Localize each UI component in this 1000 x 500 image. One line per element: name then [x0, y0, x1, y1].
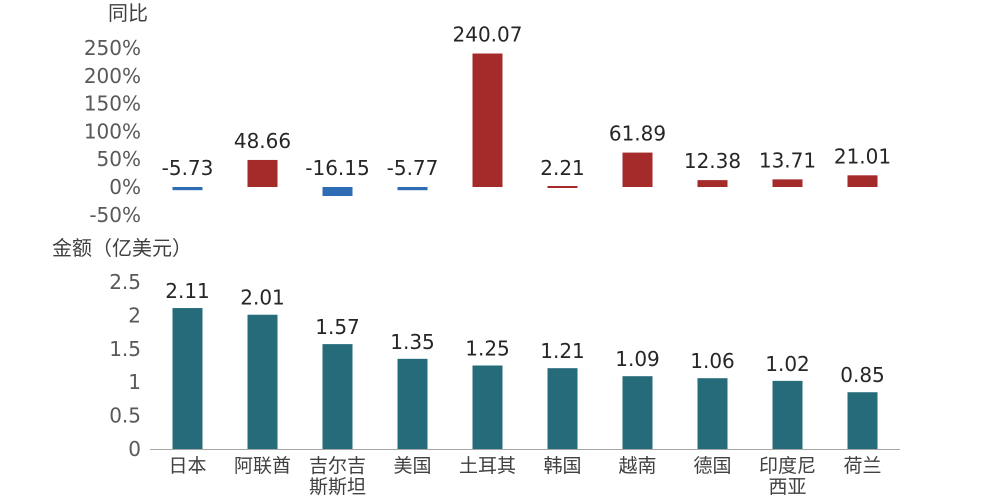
- top-data-label-土耳其: 240.07: [453, 23, 523, 47]
- bottom-bar-阿联酋: [247, 314, 278, 449]
- bottom-y-tick-2-5: 2.5: [109, 270, 141, 294]
- bottom-data-label-日本: 2.11: [165, 279, 210, 303]
- top-y-axis-title: 同比: [108, 1, 148, 25]
- top-bar-土耳其: [472, 53, 503, 187]
- top-y-tick-labels: 250% 200% 150% 100% 50% 0% -50%: [84, 36, 141, 227]
- bottom-bar-荷兰: [847, 392, 878, 449]
- top-y-tick-250-: 250%: [84, 36, 141, 60]
- bottom-bar-韩国: [547, 368, 578, 449]
- bottom-data-label-美国: 1.35: [390, 330, 435, 354]
- yoy-growth-chart: 同比 250%200%150%100%50%0%-50% -5.7348.66-…: [84, 1, 891, 227]
- bottom-y-tick-0: 0: [128, 437, 141, 461]
- bottom-y-tick-2: 2: [128, 303, 141, 327]
- bottom-y-tick-1: 1: [128, 370, 141, 394]
- bottom-bar-吉尔吉斯斯坦: [322, 344, 353, 449]
- bottom-y-tick-1-5: 1.5: [109, 337, 141, 361]
- bottom-data-label-德国: 1.06: [690, 349, 735, 373]
- bottom-bar-印度尼西亚: [772, 380, 803, 449]
- bottom-bar-土耳其: [472, 365, 503, 449]
- top-bar-韩国: [547, 186, 578, 188]
- bottom-data-label-韩国: 1.21: [540, 339, 585, 363]
- top-y-tick-150-: 150%: [84, 92, 141, 116]
- top-bar-美国: [397, 187, 428, 191]
- top-y-tick-50-: 50%: [97, 147, 141, 171]
- top-data-label-印度尼西亚: 13.71: [759, 148, 816, 172]
- category-label-吉尔吉斯斯坦: 吉尔吉斯斯坦: [309, 455, 366, 498]
- top-bar-日本: [172, 187, 203, 191]
- bottom-bars: [172, 308, 878, 449]
- bottom-y-axis-title: 金额（亿美元）: [52, 236, 192, 260]
- top-data-label-越南: 61.89: [609, 122, 666, 146]
- bottom-data-label-吉尔吉斯斯坦: 1.57: [315, 315, 360, 339]
- bottom-data-labels: 2.11 2.01 1.57 1.35 1.25 1.21 1.09 1.06 1.02 0.85: [165, 279, 885, 387]
- category-label-阿联酋: 阿联酋: [234, 455, 291, 477]
- bottom-bar-越南: [622, 376, 653, 449]
- top-y-tick-100-: 100%: [84, 119, 141, 143]
- amount-chart: 金额（亿美元） 2.5 2 1.5 1 0.5 0 2.11 2.01 1.57 1.35 1.2…: [52, 236, 900, 498]
- bottom-data-label-越南: 1.09: [615, 347, 660, 371]
- top-bar-荷兰: [847, 175, 878, 187]
- top-data-label-阿联酋: 48.66: [234, 129, 291, 153]
- bottom-y-tick-0-5: 0.5: [109, 404, 141, 428]
- top-data-label-美国: -5.77: [387, 156, 439, 180]
- category-label-荷兰: 荷兰: [843, 455, 881, 477]
- category-label-德国: 德国: [693, 455, 731, 477]
- top-bar-阿联酋: [247, 159, 278, 187]
- top-bar-吉尔吉斯斯坦: [322, 187, 353, 196]
- category-label-韩国: 韩国: [543, 455, 581, 477]
- bottom-y-tick-labels: 2.5 2 1.5 1 0.5 0: [109, 270, 141, 461]
- top-data-label-德国: 12.38: [684, 149, 741, 173]
- category-label-日本: 日本: [168, 455, 206, 477]
- category-label-越南: 越南: [618, 455, 656, 477]
- category-label-土耳其: 土耳其: [459, 455, 516, 477]
- top-data-label-韩国: 2.21: [540, 156, 585, 180]
- top-y-tick--50-: -50%: [89, 203, 141, 227]
- bottom-data-label-荷兰: 0.85: [840, 363, 885, 387]
- top-data-label-荷兰: 21.01: [834, 144, 891, 168]
- top-bars: [172, 53, 878, 196]
- top-y-tick-0-: 0%: [109, 175, 141, 199]
- category-labels: 日本 阿联酋 吉尔吉斯斯坦 美国 土耳其 韩国 越南 德国 印度尼西亚 荷兰: [168, 455, 881, 498]
- bottom-bar-德国: [697, 378, 728, 449]
- top-y-tick-200-: 200%: [84, 64, 141, 88]
- bottom-data-label-阿联酋: 2.01: [240, 286, 285, 310]
- category-label-美国: 美国: [393, 455, 431, 477]
- top-bar-德国: [697, 180, 728, 187]
- bottom-data-label-印度尼西亚: 1.02: [765, 352, 810, 376]
- top-bar-印度尼西亚: [772, 179, 803, 187]
- top-data-label-日本: -5.73: [162, 156, 214, 180]
- bottom-bar-美国: [397, 358, 428, 449]
- top-data-labels: -5.73 48.66 -16.15 -5.77 240.07 2.21 61.89 12.3…: [162, 23, 892, 180]
- bottom-data-label-土耳其: 1.25: [465, 337, 510, 361]
- top-data-label-吉尔吉斯斯坦: -16.15: [305, 156, 369, 180]
- category-label-印度尼西亚: 印度尼西亚: [759, 455, 816, 498]
- top-bar-越南: [622, 152, 653, 187]
- bottom-bar-日本: [172, 308, 203, 449]
